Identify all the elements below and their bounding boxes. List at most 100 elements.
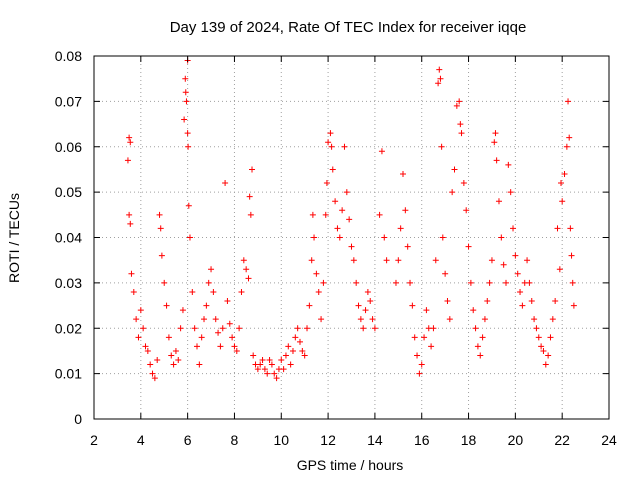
data-point [371,325,378,332]
x-axis-label: GPS time / hours [297,457,404,473]
data-point [364,288,371,295]
data-point [528,298,535,305]
data-point [309,211,316,218]
data-point [404,243,411,250]
gridlines [94,56,609,419]
data-point [183,98,190,105]
data-point [416,370,423,377]
data-point [444,298,451,305]
data-point [128,270,135,277]
data-point [137,307,144,314]
data-point [339,207,346,214]
data-point [336,234,343,241]
data-point [549,316,556,323]
data-point [229,334,236,341]
data-point [453,102,460,109]
data-point [545,352,552,359]
data-point [533,325,540,332]
data-point [185,143,192,150]
data-point [495,198,502,205]
data-point [348,243,355,250]
data-point [163,302,170,309]
data-point [442,270,449,277]
data-point [268,361,275,368]
data-point [157,225,164,232]
data-point [463,207,470,214]
data-point [254,366,261,373]
data-point [264,370,271,377]
data-point [439,234,446,241]
data-point [456,98,463,105]
x-tick-label: 12 [320,432,336,448]
data-point [535,334,542,341]
data-point [285,343,292,350]
y-tick-label: 0.01 [55,366,82,382]
data-point [430,325,437,332]
data-point [458,130,465,137]
data-point [212,316,219,323]
data-point [457,121,464,128]
x-tick-label: 4 [137,432,145,448]
data-point [346,216,353,223]
data-point [318,316,325,323]
data-point [446,316,453,323]
data-point [343,189,350,196]
data-point [428,343,435,350]
data-point [168,352,175,359]
data-point [175,357,182,364]
data-point [259,357,266,364]
data-point [325,139,332,146]
data-point [328,143,335,150]
data-point [249,166,256,173]
data-point [250,352,257,359]
data-point [479,334,486,341]
data-point [240,257,247,264]
y-tick-label: 0.04 [55,230,82,246]
data-point [210,288,217,295]
data-point [124,157,131,164]
data-point [474,343,481,350]
data-points [124,57,577,382]
data-point [561,170,568,177]
data-point [329,166,336,173]
data-point [558,180,565,187]
data-point [147,361,154,368]
data-point [376,211,383,218]
data-point [381,234,388,241]
data-point [142,343,149,350]
data-point [126,211,133,218]
data-point [217,343,224,350]
data-point [322,211,329,218]
data-point [407,279,414,286]
data-point [306,302,313,309]
data-point [395,257,402,264]
data-point [392,279,399,286]
data-point [367,298,374,305]
data-point [177,325,184,332]
data-point [222,180,229,187]
data-point [414,352,421,359]
data-point [477,352,484,359]
y-tick-label: 0 [74,411,82,427]
data-point [510,225,517,232]
data-point [486,279,493,286]
data-point [208,266,215,273]
data-point [512,252,519,259]
data-point [484,298,491,305]
data-point [435,80,442,87]
data-point [498,234,505,241]
data-point [350,257,357,264]
data-point [493,157,500,164]
data-point [304,325,311,332]
data-point [172,347,179,354]
data-point [289,347,296,354]
y-tick-label: 0.06 [55,139,82,155]
data-point [201,316,208,323]
data-point [438,143,445,150]
data-point [334,225,341,232]
data-point [151,375,158,382]
data-point [472,325,479,332]
data-point [311,234,318,241]
data-point [470,307,477,314]
data-point [418,361,425,368]
